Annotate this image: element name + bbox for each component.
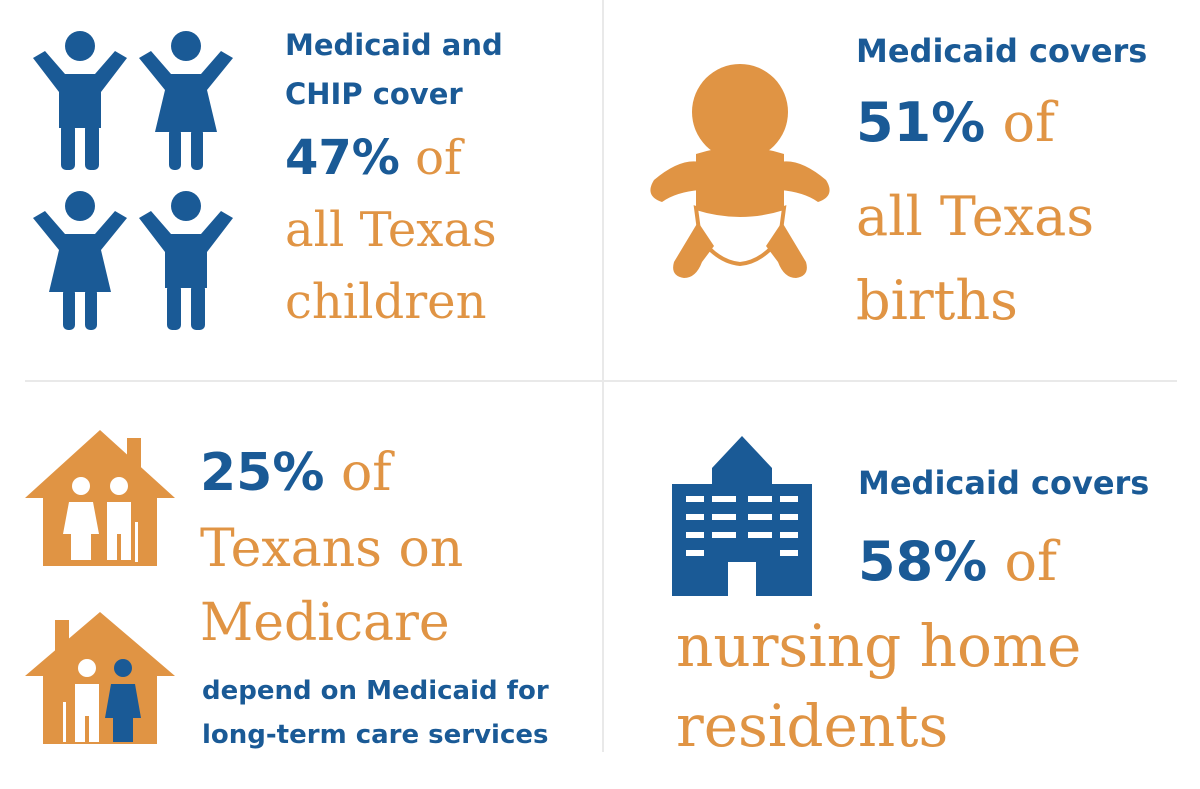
children-line2: children <box>285 274 487 330</box>
medicare-tail1: depend on Medicaid for <box>202 676 549 706</box>
building-icon <box>672 436 812 596</box>
elderly-couple-house-icon <box>25 430 175 566</box>
births-of: of <box>1002 91 1055 154</box>
baby-icon <box>650 64 830 278</box>
elderly-couple-house-icon <box>25 612 175 744</box>
children-intro-line2: CHIP cover <box>285 77 463 111</box>
boy-icon <box>139 191 233 330</box>
horizontal-divider <box>25 380 1177 382</box>
children-of: of <box>415 130 462 186</box>
children-line1: all Texas <box>285 202 497 258</box>
children-icon-group <box>33 31 233 330</box>
births-percent: 51% <box>856 91 986 154</box>
medicare-line1: Texans on <box>200 519 464 579</box>
births-line2: births <box>856 269 1018 332</box>
nursing-stat: 58% of <box>858 526 1057 598</box>
births-intro: Medicaid covers <box>856 32 1148 70</box>
medicare-of: of <box>341 443 392 503</box>
nursing-line1: nursing home <box>676 612 1082 680</box>
nursing-of: of <box>1004 530 1057 593</box>
medicare-percent: 25% <box>200 443 325 503</box>
nursing-line2: residents <box>676 692 949 760</box>
births-stat: 51% of <box>856 88 1055 158</box>
medicare-tail2: long-term care services <box>202 720 549 750</box>
girl-icon <box>33 191 127 330</box>
children-intro-line1: Medicaid and <box>285 28 503 62</box>
medicare-line2: Medicare <box>200 593 450 653</box>
children-percent: 47% <box>285 130 400 186</box>
nursing-intro: Medicaid covers <box>858 464 1150 502</box>
vertical-divider <box>602 0 604 752</box>
medicare-stat: 25% of <box>200 440 392 506</box>
girl-icon <box>139 31 233 170</box>
boy-icon <box>33 31 127 170</box>
nursing-percent: 58% <box>858 530 988 593</box>
children-stat: 47% of <box>285 128 462 188</box>
births-line1: all Texas <box>856 185 1095 248</box>
